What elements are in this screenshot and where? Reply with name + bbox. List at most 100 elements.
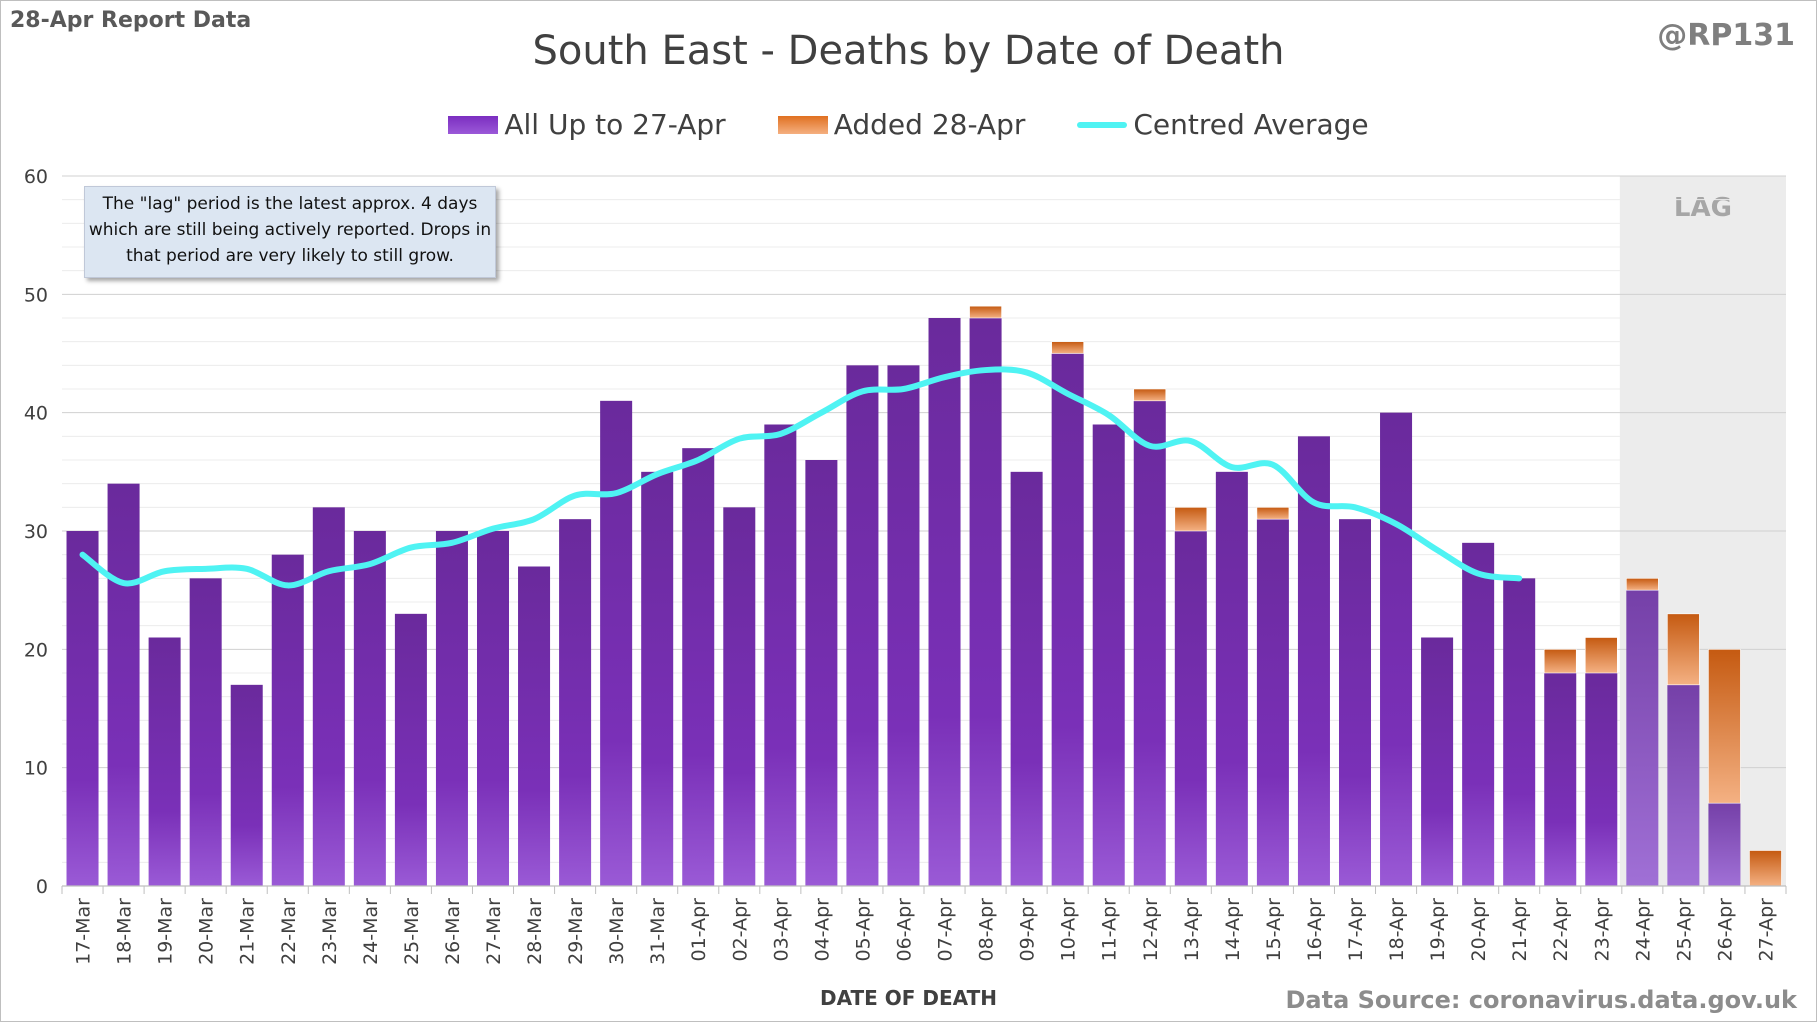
y-tick-label: 30 [24, 521, 48, 543]
bar-all-up-to [723, 507, 756, 886]
bar-all-up-to [518, 566, 551, 886]
x-tick-label: 13-Apr [1181, 898, 1203, 962]
bar-all-up-to [66, 531, 99, 886]
bar-all-up-to [1133, 400, 1166, 886]
bar-all-up-to [682, 448, 715, 886]
bar-all-up-to [928, 318, 961, 886]
y-tick-label: 50 [24, 284, 48, 306]
x-tick-label: 10-Apr [1058, 898, 1080, 962]
x-tick-label: 21-Mar [237, 898, 259, 965]
x-tick-label: 19-Apr [1427, 898, 1449, 962]
x-tick-label: 11-Apr [1099, 898, 1121, 962]
x-tick-label: 04-Apr [811, 898, 833, 962]
bar-all-up-to [230, 684, 263, 886]
x-tick-label: 19-Mar [155, 898, 177, 965]
x-tick-label: 27-Mar [483, 898, 505, 965]
chart-title: South East - Deaths by Date of Death [532, 28, 1285, 74]
bar-all-up-to [1585, 673, 1618, 886]
bar-all-up-to [271, 554, 304, 886]
bar-added [1626, 578, 1659, 591]
bar-all-up-to [1010, 471, 1043, 886]
bar-added [1708, 649, 1741, 804]
legend-label: Added 28-Apr [833, 108, 1026, 141]
x-tick-label: 18-Apr [1386, 898, 1408, 962]
x-tick-label: 09-Apr [1017, 898, 1039, 962]
x-tick-label: 30-Mar [606, 898, 628, 965]
bar-added [1133, 388, 1167, 402]
legend-swatch-line [1077, 121, 1128, 128]
lag-explanation-note: The "lag" period is the latest approx. 4… [84, 186, 496, 278]
x-tick-label: 22-Mar [278, 898, 300, 965]
bar-all-up-to [764, 424, 797, 886]
bar-all-up-to [1174, 531, 1207, 886]
x-tick-label: 23-Apr [1591, 898, 1613, 962]
bar-added [1749, 850, 1782, 887]
bar-all-up-to [1338, 519, 1372, 886]
bar-added [969, 305, 1002, 319]
legend-label: All Up to 27-Apr [504, 108, 726, 141]
bar-all-up-to [312, 507, 345, 886]
x-tick-label: 25-Mar [401, 898, 423, 965]
x-tick-label: 27-Apr [1755, 898, 1777, 962]
legend-swatch-purple [448, 115, 499, 134]
x-tick-label: 01-Apr [688, 898, 710, 962]
bar-all-up-to [1544, 673, 1577, 886]
bar-all-up-to [189, 578, 222, 886]
bar-all-up-to [805, 460, 838, 886]
bar-all-up-to [600, 400, 633, 886]
x-axis-title: DATE OF DEATH [820, 986, 997, 1010]
lag-label: LAG [1674, 193, 1732, 223]
chart-legend: All Up to 27-Apr Added 28-Apr Centred Av… [0, 108, 1817, 141]
bar-all-up-to [1462, 542, 1495, 886]
bar-added [1256, 507, 1290, 520]
y-tick-label: 20 [24, 639, 48, 661]
bar-all-up-to [1256, 519, 1289, 886]
bar-all-up-to [1626, 590, 1659, 886]
data-source-label: Data Source: coronavirus.data.gov.uk [1285, 986, 1798, 1014]
legend-label: Centred Average [1133, 108, 1369, 141]
x-tick-label: 14-Apr [1222, 898, 1244, 962]
bar-all-up-to [1503, 578, 1536, 886]
bar-all-up-to [641, 471, 674, 886]
bar-all-up-to [1667, 684, 1700, 886]
bar-added [1584, 637, 1618, 674]
bar-all-up-to [1708, 803, 1741, 886]
x-tick-label: 12-Apr [1140, 898, 1162, 962]
bar-all-up-to [148, 637, 181, 886]
x-tick-label: 08-Apr [976, 898, 998, 962]
bar-all-up-to [1297, 436, 1330, 886]
bar-all-up-to [394, 613, 427, 886]
x-tick-label: 06-Apr [893, 898, 915, 962]
x-tick-label: 18-Mar [114, 898, 136, 965]
x-tick-label: 21-Apr [1509, 898, 1531, 962]
bar-all-up-to [1215, 471, 1248, 886]
legend-item-all-up-to: All Up to 27-Apr [448, 108, 726, 141]
x-tick-label: 02-Apr [729, 898, 751, 962]
y-tick-label: 10 [24, 758, 48, 780]
legend-swatch-orange [777, 115, 828, 134]
x-tick-label: 15-Apr [1263, 898, 1285, 962]
x-tick-label: 05-Apr [852, 898, 874, 962]
x-tick-label: 07-Apr [935, 898, 957, 962]
x-tick-label: 31-Mar [647, 898, 669, 965]
legend-item-centred-average: Centred Average [1077, 108, 1369, 141]
centred-average-line [79, 366, 1523, 589]
x-tick-label: 22-Apr [1550, 898, 1572, 962]
bar-all-up-to [353, 531, 386, 886]
bar-all-up-to [1092, 424, 1125, 886]
x-tick-label: 03-Apr [770, 898, 792, 962]
x-tick-label: 20-Mar [196, 898, 218, 965]
x-tick-label: 17-Apr [1345, 898, 1367, 962]
bar-all-up-to [559, 519, 592, 886]
x-tick-label: 26-Apr [1714, 898, 1736, 962]
x-tick-label: 16-Apr [1304, 898, 1326, 962]
x-tick-label: 24-Mar [360, 898, 382, 965]
bar-all-up-to [1051, 353, 1084, 886]
bar-added [1543, 649, 1577, 674]
y-tick-label: 0 [36, 876, 48, 898]
bar-all-up-to [476, 531, 510, 886]
x-tick-label: 17-Mar [73, 898, 95, 965]
x-tick-label: 28-Mar [524, 898, 546, 965]
bar-all-up-to [1421, 637, 1454, 886]
